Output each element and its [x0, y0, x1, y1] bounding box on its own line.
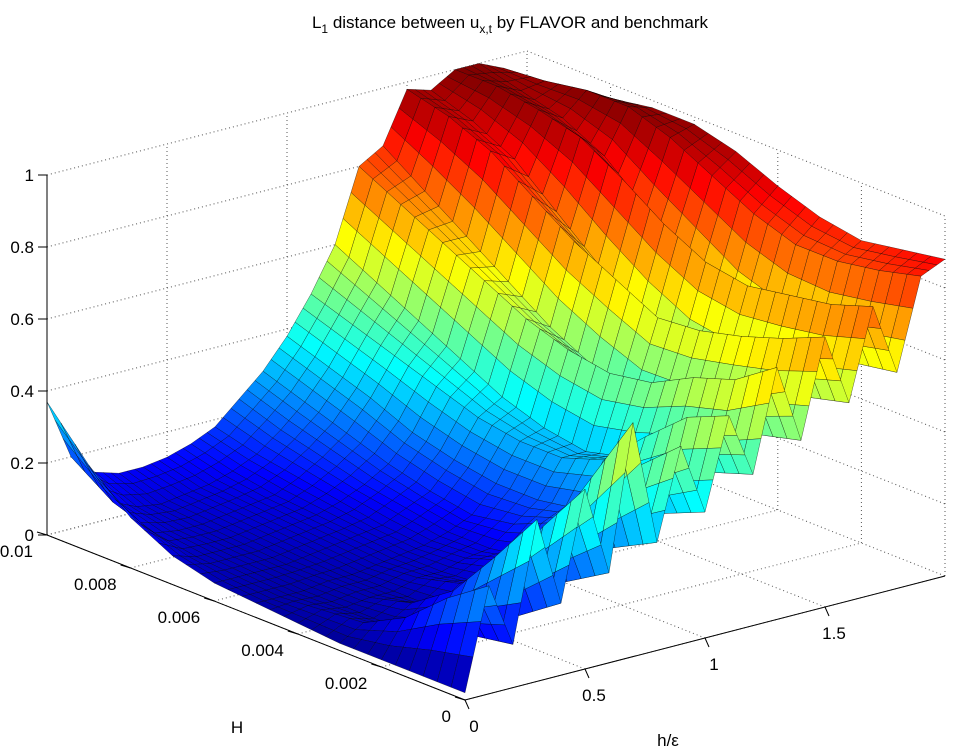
surface-mesh	[46, 63, 946, 694]
z-tick-label: 0	[25, 526, 34, 545]
title-part-post: by FLAVOR and benchmark	[492, 13, 709, 32]
y-tick-mark	[287, 630, 298, 635]
surface-patch	[76, 455, 100, 488]
side-wall-gridline	[526, 50, 946, 217]
x-tick-mark	[824, 606, 830, 617]
y-tick-mark	[120, 564, 131, 569]
z-tick-label: 0.4	[10, 382, 34, 401]
x-tick-label: 0	[469, 717, 478, 736]
side-wall-gridline	[526, 410, 946, 577]
y-tick-label: 0.004	[241, 641, 284, 660]
x-axis-label: h/ε	[657, 731, 679, 750]
x-tick-mark	[464, 699, 470, 710]
y-tick-label: 0	[442, 707, 451, 726]
y-tick-mark	[454, 696, 466, 701]
x-tick-label: 1	[709, 655, 718, 674]
y-axis-label: H	[231, 718, 243, 737]
surface-patch	[450, 654, 474, 694]
surface-patch	[46, 401, 70, 440]
chart-title: L1 distance between ux,t by FLAVOR and b…	[312, 13, 709, 36]
axis-ticks: 00.511.500.0020.0040.0060.0080.0100.20.4…	[0, 166, 846, 736]
x-tick-mark	[704, 637, 710, 648]
y-tick-mark	[204, 597, 215, 602]
y-axis-line	[46, 534, 466, 701]
x-tick-mark	[584, 668, 590, 679]
surface-patch	[54, 419, 78, 456]
x-tick-label: 1.5	[822, 624, 846, 643]
y-tick-label: 0.008	[74, 575, 117, 594]
title-part-mid: distance between u	[328, 13, 479, 32]
title-sub-2: x,t	[479, 22, 492, 36]
z-tick-label: 1	[25, 166, 34, 185]
y-tick-label: 0.006	[158, 608, 201, 627]
title-part-pre: L	[312, 13, 321, 32]
z-tick-label: 0.8	[10, 238, 34, 257]
z-tick-label: 0.6	[10, 310, 34, 329]
y-tick-mark	[371, 663, 382, 668]
x-tick-label: 0.5	[582, 686, 606, 705]
y-tick-label: 0.002	[325, 674, 368, 693]
title-sub-1: 1	[321, 22, 328, 36]
y-tick-label: 0.01	[0, 542, 33, 561]
z-tick-label: 0.2	[10, 454, 34, 473]
